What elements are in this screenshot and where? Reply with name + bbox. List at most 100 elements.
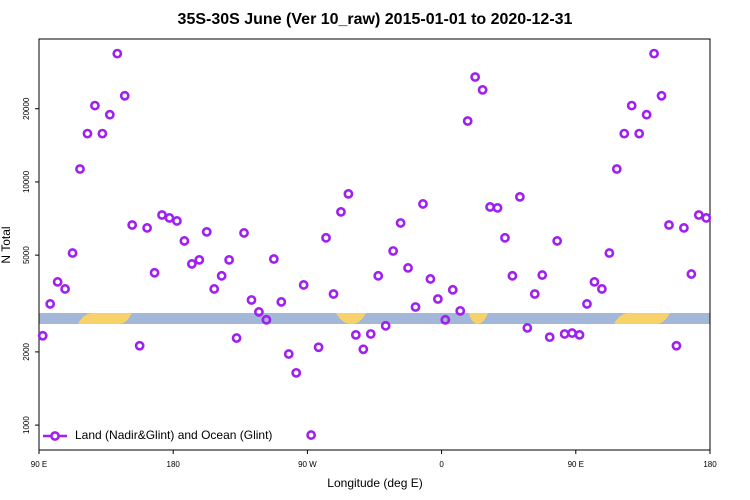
- point: [149, 267, 160, 278]
- point: [418, 199, 428, 209]
- point: [60, 284, 70, 294]
- x-tick-label: 90 W: [298, 460, 317, 469]
- point: [455, 305, 466, 316]
- x-tick-label: 90 E: [568, 460, 584, 469]
- point: [365, 329, 376, 339]
- point: [552, 236, 563, 246]
- surface-strip: [39, 313, 710, 324]
- x-axis-label: Longitude (deg E): [327, 476, 422, 490]
- point: [239, 228, 249, 238]
- point: [112, 48, 123, 59]
- point: [216, 270, 227, 281]
- point: [313, 342, 324, 353]
- point: [507, 270, 518, 281]
- point: [656, 90, 667, 101]
- x-tick-label: 90 E: [31, 460, 47, 469]
- point: [671, 340, 682, 351]
- point: [574, 329, 585, 340]
- point: [373, 270, 384, 281]
- point: [261, 314, 272, 325]
- y-tick-label: 5000: [22, 246, 31, 264]
- point: [224, 254, 235, 265]
- point: [537, 270, 548, 280]
- point: [432, 294, 443, 304]
- land-patch: [614, 312, 670, 324]
- point: [186, 259, 197, 269]
- point: [425, 274, 436, 284]
- point: [97, 128, 108, 139]
- point: [328, 289, 339, 299]
- y-tick-label: 20000: [22, 97, 31, 120]
- point: [194, 254, 205, 265]
- land-patch: [469, 313, 488, 324]
- y-tick-label: 10000: [22, 170, 31, 193]
- point: [589, 277, 600, 287]
- point: [470, 72, 481, 82]
- point: [410, 302, 421, 312]
- point: [596, 284, 607, 294]
- point: [544, 332, 555, 343]
- x-tick-label: 180: [703, 460, 717, 469]
- point: [679, 223, 689, 233]
- point: [201, 226, 212, 237]
- point: [522, 323, 533, 333]
- point: [45, 299, 56, 309]
- point: [142, 223, 153, 233]
- point: [52, 277, 63, 287]
- point: [447, 284, 458, 295]
- point: [462, 116, 473, 126]
- point: [75, 164, 85, 174]
- point: [90, 100, 100, 111]
- y-tick-label: 2000: [22, 342, 31, 360]
- point: [276, 297, 287, 307]
- point: [395, 218, 406, 228]
- point: [157, 210, 167, 220]
- plot-frame: [38, 38, 711, 451]
- point: [104, 109, 115, 120]
- point: [492, 202, 503, 213]
- point: [306, 430, 317, 440]
- point: [164, 213, 175, 223]
- point: [209, 284, 220, 294]
- point: [634, 128, 645, 139]
- point: [283, 349, 294, 359]
- point: [127, 220, 138, 230]
- point: [254, 307, 264, 317]
- point: [343, 188, 354, 199]
- point: [380, 320, 391, 331]
- point: [321, 232, 331, 243]
- point: [485, 202, 495, 212]
- point: [693, 210, 704, 220]
- point: [134, 340, 145, 351]
- point: [403, 263, 413, 273]
- point: [336, 206, 346, 217]
- point: [477, 85, 488, 95]
- chart-title: 35S-30S June (Ver 10_raw) 2015-01-01 to …: [178, 11, 573, 28]
- point: [529, 289, 540, 299]
- point: [701, 213, 712, 223]
- point: [686, 269, 697, 279]
- point: [567, 328, 577, 338]
- point: [291, 367, 302, 378]
- land-patch: [78, 312, 132, 324]
- land-patch: [336, 313, 366, 324]
- point: [619, 128, 630, 139]
- point: [231, 333, 242, 343]
- point: [82, 128, 93, 139]
- point: [358, 344, 369, 355]
- point: [246, 295, 257, 305]
- legend-label: Land (Nadir&Glint) and Ocean (Glint): [75, 428, 272, 442]
- point: [119, 90, 130, 101]
- point: [664, 220, 674, 230]
- point: [440, 314, 451, 325]
- point: [514, 191, 525, 202]
- legend-marker: [50, 431, 60, 441]
- point: [298, 280, 309, 290]
- y-axis-label: N Total: [0, 226, 13, 263]
- point: [179, 236, 190, 246]
- point: [604, 248, 615, 258]
- point: [350, 329, 361, 340]
- point: [649, 48, 659, 59]
- y-tick-label: 1000: [22, 416, 31, 434]
